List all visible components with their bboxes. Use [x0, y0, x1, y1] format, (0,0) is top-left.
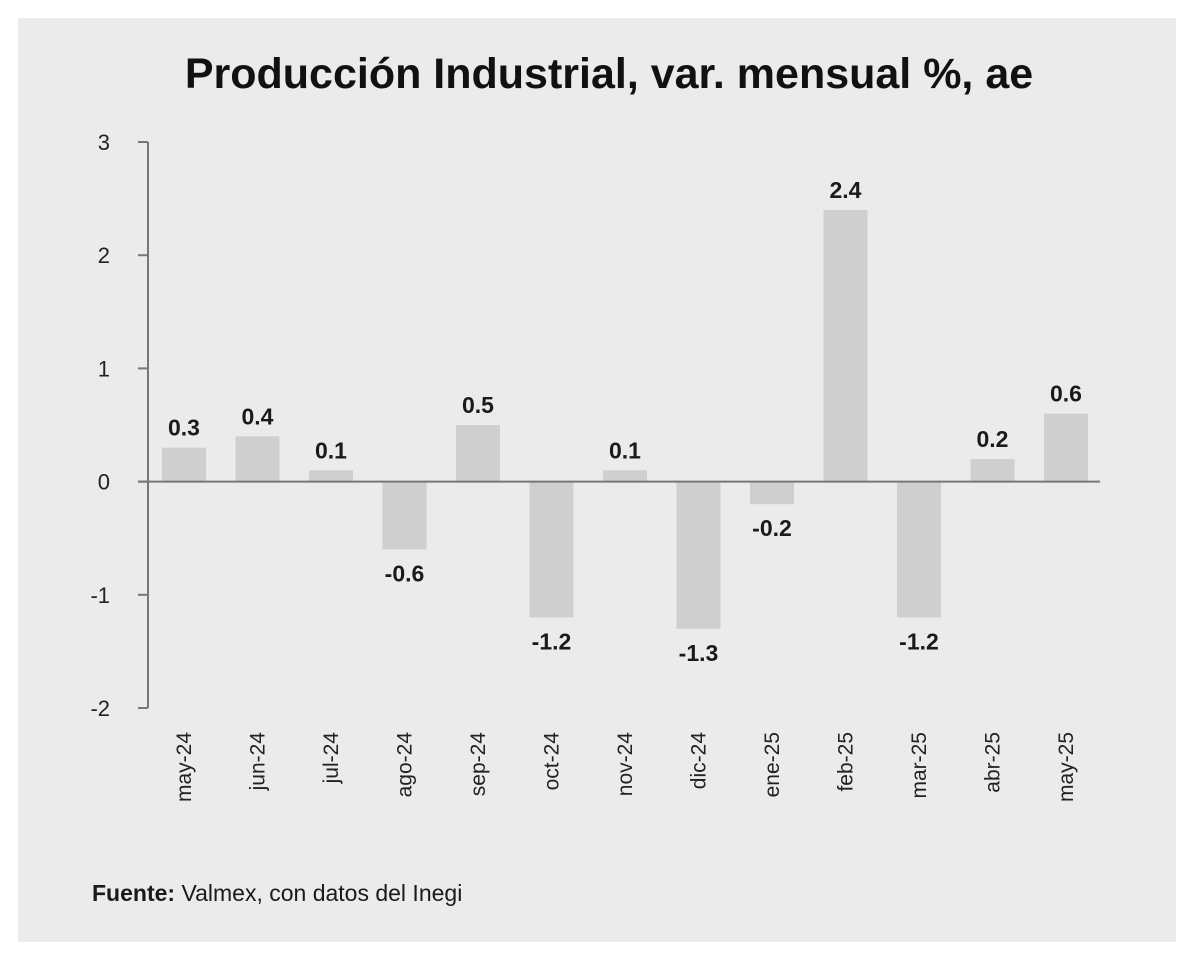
- data-label: 0.1: [609, 437, 641, 463]
- x-tick-label: may-25: [1055, 732, 1078, 802]
- x-tick-label: ene-25: [761, 732, 784, 797]
- bar-ene-25: [750, 481, 794, 505]
- bar-feb-25: [823, 209, 868, 482]
- y-tick-label: -2: [90, 696, 110, 721]
- x-tick-label: dic-24: [688, 732, 711, 790]
- bar-may-24: [162, 447, 206, 482]
- y-tick-label: 0: [98, 470, 110, 495]
- data-label: 0.1: [315, 437, 347, 463]
- x-tick-label: ago-24: [394, 732, 417, 798]
- x-tick-label: sep-24: [467, 732, 490, 797]
- data-label: 0.6: [1050, 381, 1082, 407]
- data-label: -1.3: [679, 640, 719, 666]
- y-tick-label: 1: [98, 356, 110, 381]
- y-tick-label: 3: [98, 130, 110, 155]
- x-tick-label: abr-25: [982, 732, 1005, 793]
- x-tick-label: nov-24: [614, 732, 637, 797]
- bar-jun-24: [235, 436, 280, 482]
- bar-oct-24: [529, 481, 574, 618]
- y-tick-label: -1: [90, 583, 110, 608]
- data-label: 0.5: [462, 392, 494, 418]
- data-label: -0.6: [385, 561, 425, 587]
- data-label: 0.2: [977, 426, 1009, 452]
- x-tick-label: mar-25: [908, 732, 931, 799]
- x-tick-label: jul-24: [320, 732, 343, 785]
- x-tick-label: jun-24: [247, 732, 270, 792]
- data-label: -1.2: [899, 628, 939, 654]
- bar-mar-25: [897, 481, 941, 618]
- y-tick-label: 2: [98, 243, 110, 268]
- bar-jul-24: [309, 470, 353, 482]
- data-label: 0.4: [242, 403, 274, 429]
- bar-abr-25: [970, 459, 1015, 482]
- data-label: 0.3: [168, 415, 200, 441]
- data-label: 2.4: [830, 177, 862, 203]
- x-tick-label: oct-24: [541, 732, 564, 791]
- bar-nov-24: [603, 470, 647, 482]
- x-tick-label: may-24: [173, 732, 196, 802]
- x-tick-label: feb-25: [835, 732, 858, 792]
- source-note: Fuente: Valmex, con datos del Inegi: [92, 880, 462, 907]
- data-label: -0.2: [752, 515, 792, 541]
- source-text: Valmex, con datos del Inegi: [175, 880, 463, 906]
- bar-may-25: [1044, 413, 1088, 482]
- data-label: -1.2: [532, 628, 572, 654]
- bar-ago-24: [382, 481, 427, 550]
- bar-dic-24: [676, 481, 721, 629]
- source-label: Fuente:: [92, 880, 176, 906]
- bar-sep-24: [456, 425, 500, 482]
- chart-title: Producción Industrial, var. mensual %, a…: [184, 50, 1034, 98]
